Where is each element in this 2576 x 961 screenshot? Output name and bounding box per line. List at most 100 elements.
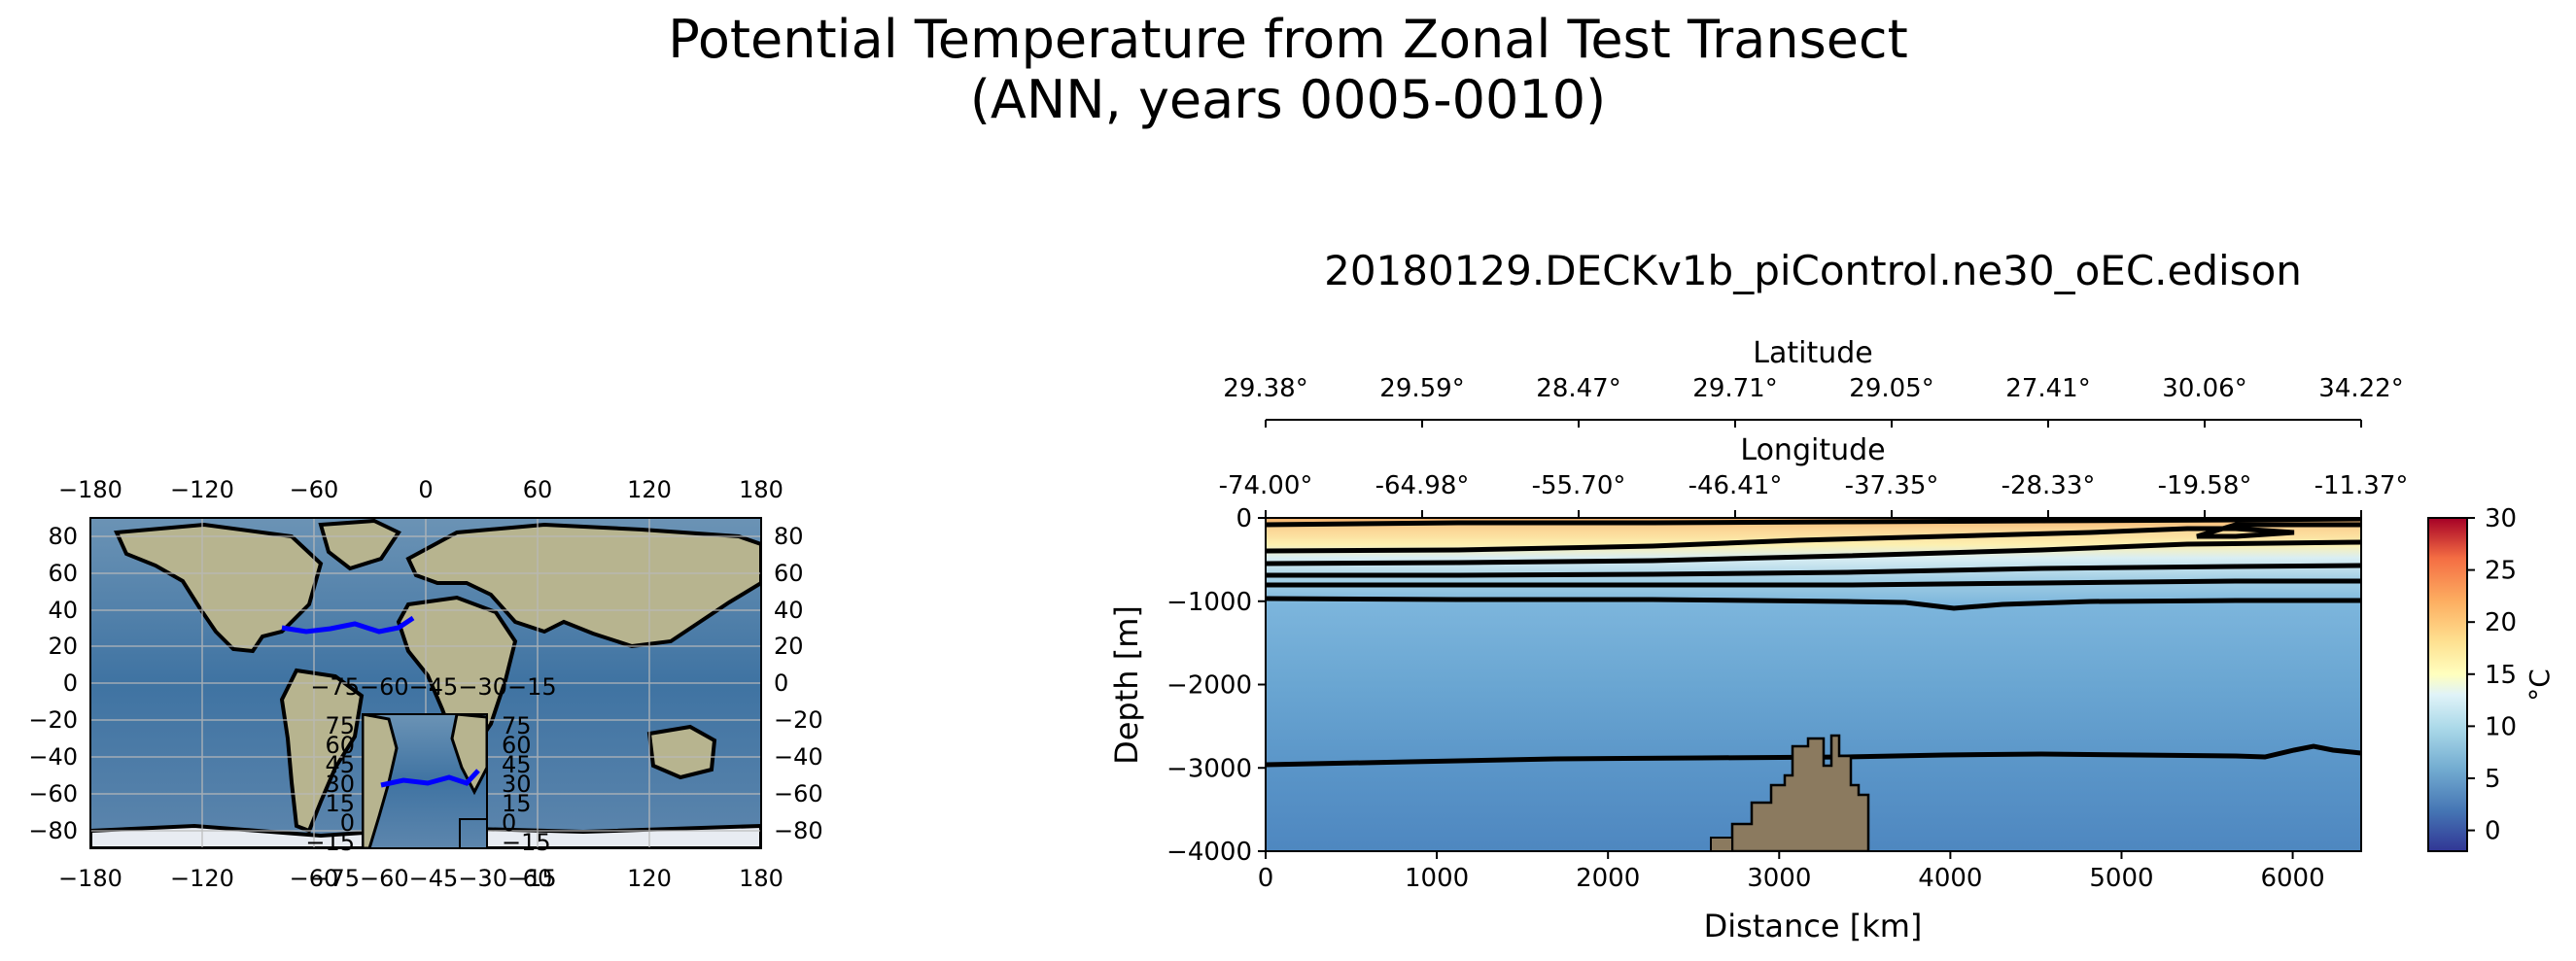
inset-overlap-bottom: −75−60−45−30−15: [310, 865, 556, 892]
map-lat-tick-right: −80: [774, 817, 823, 844]
latitude-tick-label: 29.38°: [1223, 374, 1307, 403]
inset-overlap-top: −75−60−45−30−15: [310, 673, 556, 701]
north-america-landmass: [114, 522, 324, 654]
y-axis-label: Depth [m]: [1108, 605, 1145, 765]
chart-title: 20180129.DECKv1b_piControl.ne30_oEC.edis…: [1324, 247, 2302, 294]
colorbar-tick-label: 30: [2485, 504, 2517, 533]
longitude-ticks: -74.00° -64.98° -55.70° -46.41° -37.35° -28.3…: [1219, 471, 2409, 518]
australia-landmass: [646, 724, 717, 780]
x-axis-ticks: 0 1000 2000 3000 4000 5000 6000: [1258, 851, 2325, 893]
map-lat-ticks-left: 80 60 40 20 0 −20 −40 −60 −80: [28, 523, 78, 844]
map-inset: −75−60−45−30−15 75 60 45 30 15 0 −15 75 …: [305, 673, 556, 892]
inset-right-tick: 45: [502, 751, 532, 778]
map-lon-tick-bottom: 60: [523, 865, 553, 892]
longitude-tick-label: -28.33°: [2002, 471, 2096, 500]
map-lat-tick-right: 20: [774, 633, 804, 660]
map-lat-tick-right: 80: [774, 523, 804, 550]
longitude-axis-label: Longitude: [1740, 433, 1885, 467]
figure-title-line-2: (ANN, years 0005-0010): [969, 69, 1607, 130]
longitude-tick-label: -11.37°: [2315, 471, 2409, 500]
y-tick-label: −1000: [1166, 588, 1252, 617]
map-lon-tick-bottom: 120: [627, 865, 672, 892]
latitude-axis-label: Latitude: [1753, 336, 1872, 370]
inset-transect-line: [380, 769, 480, 788]
y-tick-label: 0: [1236, 504, 1252, 533]
contour-5c: [1266, 596, 2361, 611]
inset-left-tick: 45: [325, 751, 355, 778]
inset-right-tick: 75: [502, 712, 532, 739]
map-lat-tick-left: 40: [48, 597, 78, 624]
map-lon-tick-top: −60: [290, 476, 339, 503]
map-lat-tick-left: −40: [28, 743, 78, 771]
map-lon-tick-bottom: −60: [290, 865, 339, 892]
x-axis-label: Distance [km]: [1704, 908, 1923, 944]
map-lat-tick-left: −60: [28, 780, 78, 807]
x-tick-label: 5000: [2089, 864, 2153, 893]
colorbar-tick-label: 25: [2485, 557, 2517, 586]
x-tick-label: 3000: [1747, 864, 1811, 893]
map-lon-tick-bottom: −180: [58, 865, 122, 892]
map-lat-ticks-right: 80 60 40 20 0 −20 −40 −60 −80: [774, 523, 823, 844]
y-tick-label: −2000: [1166, 671, 1252, 701]
x-tick-label: 6000: [2260, 864, 2324, 893]
inset-right-tick: −15: [502, 829, 551, 856]
inset-left-tick: 30: [325, 771, 355, 798]
map-lat-tick-left: −20: [28, 706, 78, 734]
map-lat-tick-right: 0: [774, 669, 788, 697]
colorbar-label: °C: [2524, 669, 2556, 702]
map-lon-tick-top: −180: [58, 476, 122, 503]
transect-panel: 20180129.DECKv1b_piControl.ne30_oEC.edis…: [1108, 247, 2556, 944]
map-transect-line: [281, 615, 415, 635]
latitude-ticks: 29.38° 29.59° 28.47° 29.71° 29.05° 27.41° 30.0…: [1223, 374, 2404, 428]
map-lon-tick-top: 180: [739, 476, 783, 503]
longitude-tick-label: -46.41°: [1688, 471, 1783, 500]
map-lon-tick-top: 60: [523, 476, 553, 503]
colorbar-tick-label: 15: [2485, 661, 2517, 690]
latitude-tick-label: 28.47°: [1536, 374, 1620, 403]
inset-left-tick: 75: [325, 712, 355, 739]
y-tick-label: −3000: [1166, 754, 1252, 783]
inset-left-tick: 60: [325, 732, 355, 759]
inset-small-box: [459, 818, 488, 849]
inset-left-tick: 0: [340, 809, 355, 837]
colorbar: [2427, 517, 2468, 852]
map-lon-tick-top: 120: [627, 476, 672, 503]
latitude-tick-label: 34.22°: [2318, 374, 2403, 403]
map-lon-ticks-bottom: −180 −120 −60 60 120 180: [58, 865, 783, 892]
contour-2c: [1266, 743, 2361, 768]
contour-10c: [1266, 563, 2361, 578]
bathymetry: [1730, 734, 1870, 851]
map-lat-tick-left: 60: [48, 560, 78, 587]
inset-right-ticks: 75 60 45 30 15 0 −15: [502, 712, 551, 856]
map-lat-tick-right: 60: [774, 560, 804, 587]
inset-right-tick: 60: [502, 732, 532, 759]
map-lon-tick-bottom: −120: [170, 865, 234, 892]
inset-right-tick: 15: [502, 790, 532, 817]
contour-12c: [1266, 539, 2361, 566]
y-tick-label: −4000: [1166, 838, 1252, 867]
map-lat-tick-right: 40: [774, 597, 804, 624]
latitude-tick-label: 27.41°: [2005, 374, 2090, 403]
map-lat-tick-left: 0: [63, 669, 78, 697]
inset-left-ticks: 75 60 45 30 15 0 −15: [305, 712, 355, 856]
south-america-landmass: [279, 668, 365, 834]
contour-15c: [1266, 522, 2361, 554]
map-lon-tick-bottom: 180: [739, 865, 783, 892]
map-lon-ticks-top: −180 −120 −60 0 60 120 180: [58, 476, 783, 503]
map-lat-tick-left: −80: [28, 817, 78, 844]
y-axis-ticks: 0 −1000 −2000 −3000 −4000: [1166, 504, 1266, 867]
figure-title-line-1: Potential Temperature from Zonal Test Tr…: [668, 9, 1908, 70]
longitude-tick-label: -19.58°: [2158, 471, 2252, 500]
map-panel: −180 −120 −60 0 60 120 180 −180 −120 −60…: [28, 476, 822, 892]
figure-title: Potential Temperature from Zonal Test Tr…: [0, 10, 2576, 130]
longitude-tick-label: -55.70°: [1532, 471, 1626, 500]
x-tick-label: 0: [1258, 864, 1274, 893]
colorbar-tick-label: 0: [2485, 817, 2501, 846]
inset-frame: [362, 713, 488, 849]
eurasia-landmass: [405, 522, 761, 649]
map-lat-tick-right: −40: [774, 743, 823, 771]
colorbar-ticks: 30 25 20 15 10 5 0: [2467, 504, 2517, 846]
map-lat-tick-left: 80: [48, 523, 78, 550]
contour-20c: [1266, 518, 2361, 528]
